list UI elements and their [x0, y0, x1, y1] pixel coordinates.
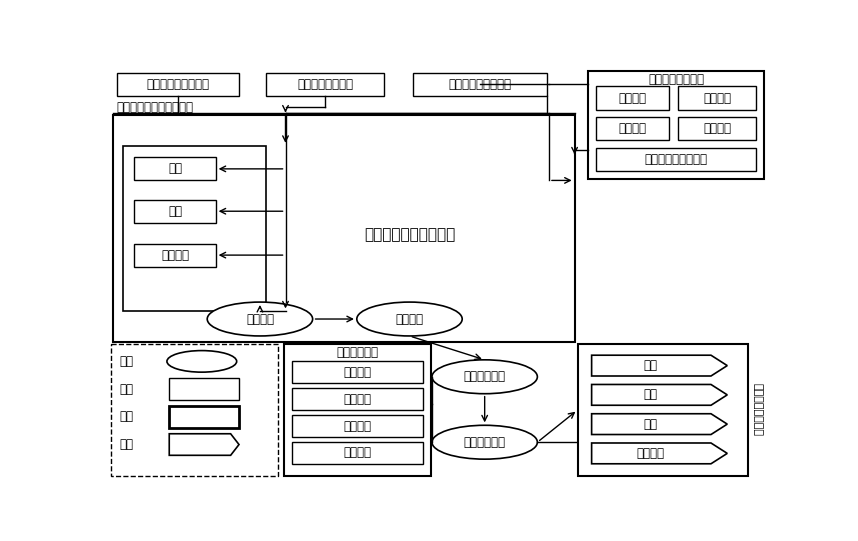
Ellipse shape: [357, 302, 462, 336]
Bar: [414, 72, 547, 96]
Bar: [266, 72, 384, 96]
Bar: [292, 388, 424, 410]
Bar: [679, 87, 756, 110]
Text: 淤没范围: 淤没范围: [636, 447, 664, 460]
Text: 变量: 变量: [119, 410, 134, 423]
Text: 地形精度: 地形精度: [343, 420, 372, 433]
Text: 输入: 输入: [119, 382, 134, 395]
Bar: [113, 115, 575, 342]
Text: 水量: 水量: [643, 359, 657, 372]
Text: 参数设置模块: 参数设置模块: [336, 346, 378, 359]
Text: 实时洪涝评估系统: 实时洪涝评估系统: [752, 384, 763, 437]
Text: 地表径流: 地表径流: [396, 313, 424, 326]
Bar: [595, 148, 756, 171]
Text: 土地利用: 土地利用: [704, 91, 731, 104]
Bar: [135, 157, 215, 180]
Bar: [588, 71, 764, 179]
Bar: [595, 117, 669, 140]
Polygon shape: [592, 443, 728, 464]
Bar: [117, 72, 239, 96]
Text: 地表径流演绞: 地表径流演绞: [463, 436, 505, 448]
Ellipse shape: [167, 351, 237, 372]
Text: 模拟时长: 模拟时长: [343, 446, 372, 459]
Text: 糙率系数: 糙率系数: [343, 366, 372, 379]
Text: 地表蓄水: 地表蓄水: [246, 313, 274, 326]
Text: 土壤类型: 土壤类型: [704, 122, 731, 135]
Text: 水深: 水深: [643, 418, 657, 431]
Text: 管网排水: 管网排水: [161, 249, 189, 262]
Text: 地形数据、河流数据: 地形数据、河流数据: [644, 153, 707, 166]
Bar: [135, 200, 215, 223]
Ellipse shape: [432, 360, 537, 394]
Text: 过程: 过程: [119, 355, 134, 368]
Polygon shape: [592, 355, 728, 376]
Polygon shape: [169, 434, 239, 456]
Bar: [595, 87, 669, 110]
Text: 地面下沉: 地面下沉: [619, 91, 646, 104]
Text: 地表糙率: 地表糙率: [343, 393, 372, 406]
Bar: [112, 344, 278, 476]
Polygon shape: [592, 414, 728, 434]
Bar: [292, 415, 424, 437]
Text: 蕲发: 蕲发: [168, 204, 182, 217]
Bar: [284, 344, 432, 476]
Bar: [123, 146, 266, 311]
Text: 输出: 输出: [119, 438, 134, 451]
Text: 河流水量时间序列: 河流水量时间序列: [297, 78, 353, 91]
Bar: [169, 406, 239, 427]
Polygon shape: [592, 385, 728, 405]
Text: 地表径流汇集: 地表径流汇集: [463, 370, 505, 383]
Bar: [292, 361, 424, 383]
Bar: [292, 442, 424, 464]
Text: 水文多边界条件输入模块: 水文多边界条件输入模块: [117, 101, 194, 114]
Text: 水速: 水速: [643, 388, 657, 401]
Text: 分布式降雨时间序列: 分布式降雨时间序列: [146, 78, 209, 91]
Text: 风暴潮潮位时间序列: 风暴潮潮位时间序列: [449, 78, 511, 91]
Ellipse shape: [208, 302, 312, 336]
Bar: [679, 117, 756, 140]
Text: 洪涝数值即时模拟模块: 洪涝数值即时模拟模块: [364, 227, 455, 242]
Text: 地表数据输入模块: 地表数据输入模块: [648, 73, 704, 86]
Ellipse shape: [432, 425, 537, 459]
Text: 渗透: 渗透: [168, 162, 182, 175]
Text: 地下管网: 地下管网: [619, 122, 646, 135]
Bar: [169, 378, 239, 400]
Bar: [135, 243, 215, 267]
Bar: [577, 344, 748, 476]
